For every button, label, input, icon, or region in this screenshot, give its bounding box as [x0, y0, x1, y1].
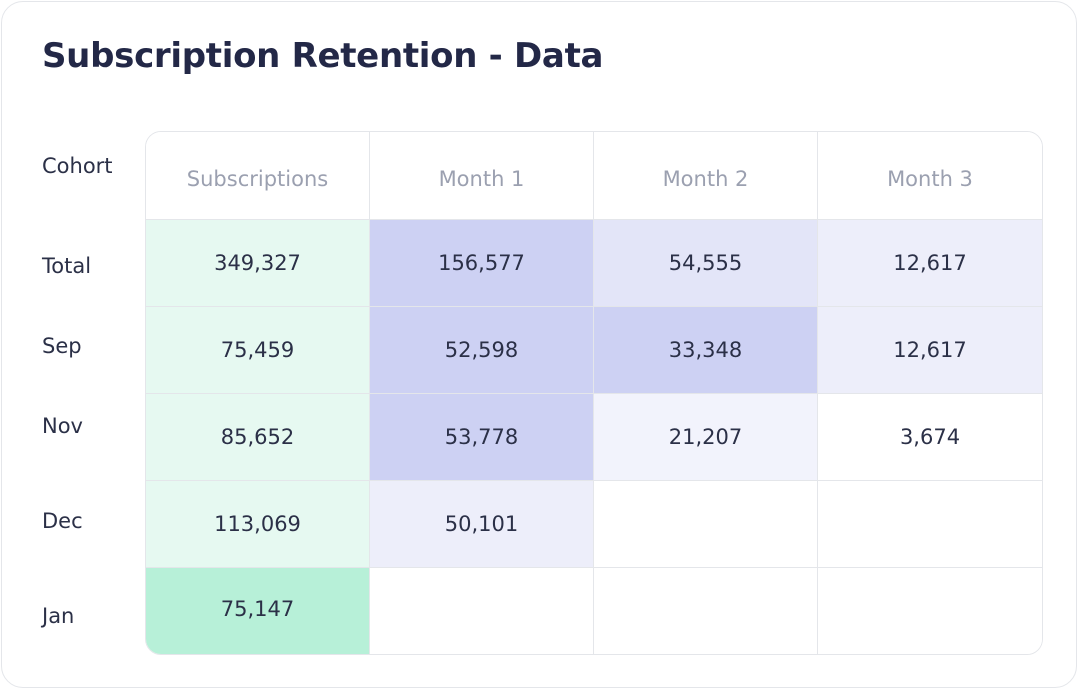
- data-cell: [594, 481, 818, 568]
- column-header: Month 2: [594, 132, 818, 220]
- data-cell: [818, 568, 1042, 654]
- data-cell: [818, 481, 1042, 568]
- cohort-header-label: Cohort: [42, 154, 113, 178]
- cohort-label: Dec: [42, 509, 83, 533]
- cohort-label: Total: [42, 254, 92, 278]
- data-cell: [370, 568, 594, 654]
- data-cell: 53,778: [370, 394, 594, 481]
- data-cell: 156,577: [370, 220, 594, 307]
- chart-title: Subscription Retention - Data: [42, 36, 604, 76]
- data-cell: 85,652: [146, 394, 370, 481]
- data-cell: 52,598: [370, 307, 594, 394]
- column-header: Subscriptions: [146, 132, 370, 220]
- data-cell: 50,101: [370, 481, 594, 568]
- data-cell: 75,147: [146, 568, 370, 654]
- data-cell: 12,617: [818, 220, 1042, 307]
- data-cell: 75,459: [146, 307, 370, 394]
- data-cell: 349,327: [146, 220, 370, 307]
- column-header: Month 3: [818, 132, 1042, 220]
- data-cell: [594, 568, 818, 654]
- data-cell: 3,674: [818, 394, 1042, 481]
- cohort-label: Jan: [42, 604, 75, 628]
- cohort-label: Nov: [42, 414, 83, 438]
- retention-table: Subscriptions Month 1 Month 2 Month 3 349,32…: [145, 131, 1043, 655]
- data-cell: 54,555: [594, 220, 818, 307]
- data-cell: 113,069: [146, 481, 370, 568]
- column-header: Month 1: [370, 132, 594, 220]
- data-cell: 33,348: [594, 307, 818, 394]
- data-cell: 21,207: [594, 394, 818, 481]
- cohort-label: Sep: [42, 334, 82, 358]
- data-cell: 12,617: [818, 307, 1042, 394]
